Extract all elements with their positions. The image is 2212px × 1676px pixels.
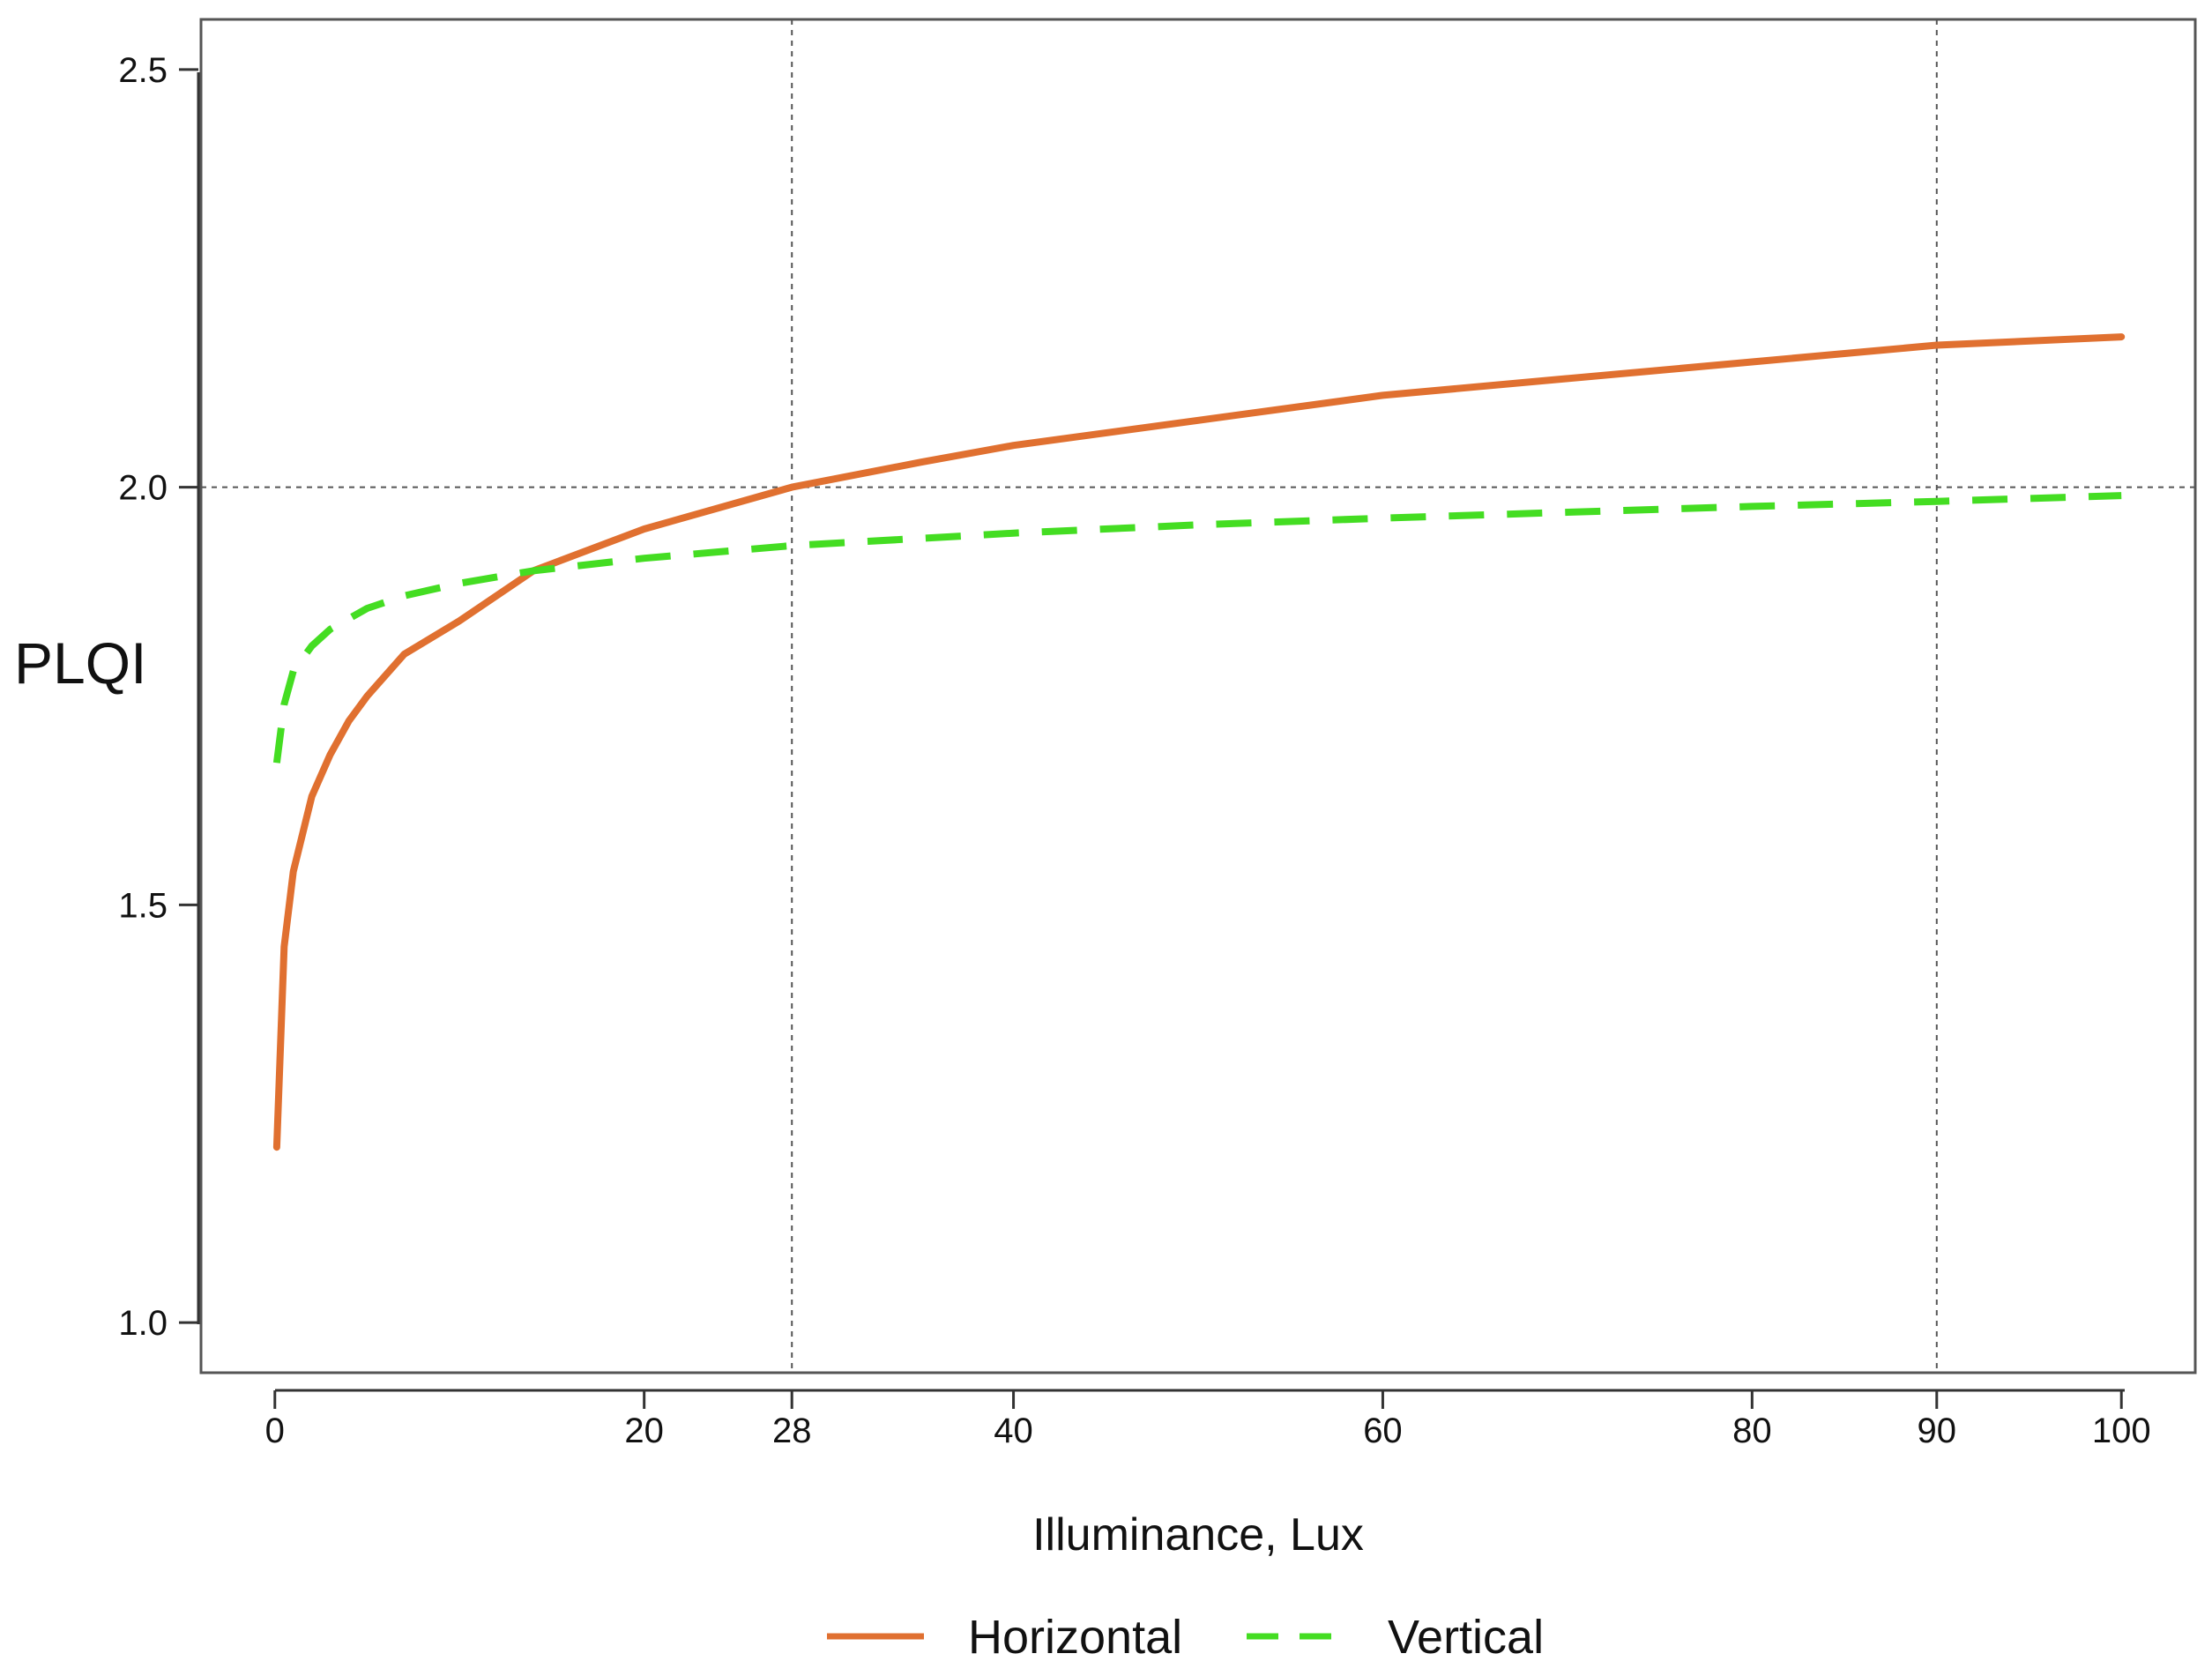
legend-label-horizontal: Horizontal	[968, 1611, 1182, 1664]
y-axis-title: PLQI	[14, 630, 146, 696]
x-tick-label: 60	[1363, 1412, 1403, 1450]
x-tick-label: 100	[2092, 1412, 2151, 1450]
y-tick-label: 2.5	[118, 51, 168, 90]
x-tick-label: 40	[994, 1412, 1033, 1450]
x-tick-label: 90	[1918, 1412, 1957, 1450]
legend: Horizontal Vertical	[827, 1611, 1544, 1664]
y-axis: 1.0 1.5 2.0 2.5	[118, 51, 200, 1343]
y-tick-label: 2.0	[118, 469, 168, 508]
x-tick-label: 28	[772, 1412, 812, 1450]
y-tick-label: 1.0	[118, 1304, 168, 1343]
legend-label-vertical: Vertical	[1388, 1611, 1544, 1664]
x-tick-label: 20	[624, 1412, 664, 1450]
series-line-horizontal	[272, 333, 2126, 1151]
series-line-vertical	[272, 492, 2122, 764]
x-tick-label: 80	[1732, 1412, 1772, 1450]
series-layer	[272, 333, 2126, 1151]
x-axis-title: Illuminance, Lux	[1032, 1509, 1364, 1561]
x-tick-label: 0	[265, 1412, 285, 1450]
y-tick-label: 1.5	[118, 886, 168, 925]
plot-frame	[199, 18, 2197, 1374]
x-axis: 0 20 28 40 60 80 90 100	[265, 1389, 2151, 1450]
reference-lines	[201, 19, 2195, 1373]
